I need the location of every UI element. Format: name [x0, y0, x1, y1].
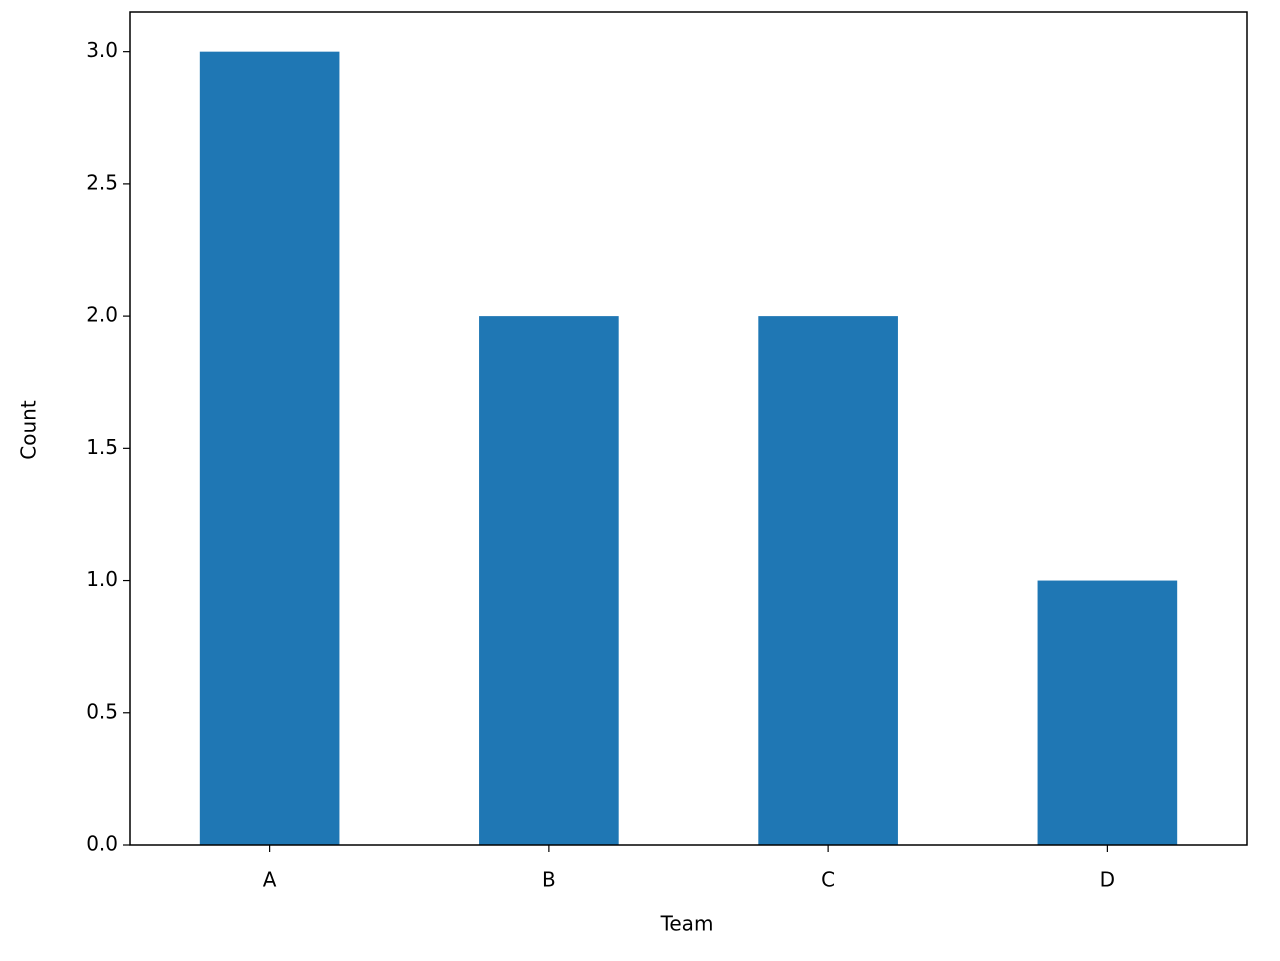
y-tick-label: 1.5	[86, 435, 118, 459]
plot-frame	[129, 11, 1248, 846]
x-tick-label: A	[263, 868, 277, 892]
y-tick-label: 0.0	[86, 832, 118, 856]
y-tick-label: 2.5	[86, 170, 118, 194]
x-tick-label: D	[1100, 868, 1115, 892]
x-axis-label: Team	[660, 912, 714, 936]
y-axis-label: Count	[17, 400, 41, 460]
y-tick-label: 0.5	[86, 699, 118, 723]
bar	[758, 316, 898, 846]
y-tick-label: 3.0	[86, 38, 118, 62]
y-tick-label: 1.0	[86, 567, 118, 591]
bar	[479, 316, 619, 846]
x-tick-label: C	[821, 868, 835, 892]
y-tick-label: 2.0	[86, 303, 118, 327]
bar	[1037, 580, 1178, 845]
x-tick-label: B	[542, 868, 556, 892]
bar	[199, 51, 340, 845]
